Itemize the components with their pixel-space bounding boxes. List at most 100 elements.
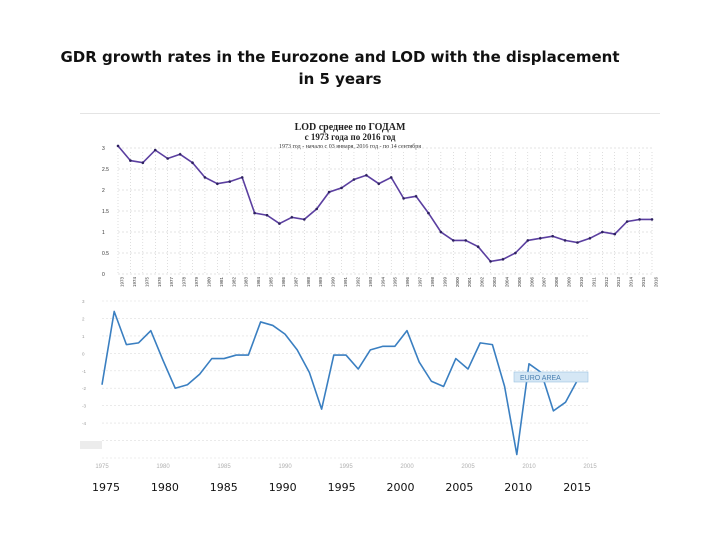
gdp-x-tick-label: 2015 bbox=[583, 464, 597, 470]
lod-y-tick-label: 3 bbox=[102, 146, 105, 152]
lod-x-tick-label: 2010 bbox=[579, 276, 584, 287]
bottom-year-label: 1990 bbox=[268, 481, 297, 494]
lod-x-tick-label: 1987 bbox=[293, 276, 298, 287]
gdp-series bbox=[101, 310, 579, 456]
lod-x-axis: 1973 1974 1975 1976 1977 1978 1979 1980 1981 1982… bbox=[120, 276, 659, 287]
lod-chart-subtitle-1: с 1973 года по 2016 год bbox=[305, 132, 396, 142]
lod-x-tick-label: 1995 bbox=[393, 276, 398, 287]
lod-y-tick-label: 2.5 bbox=[102, 167, 109, 173]
lod-x-tick-label: 1999 bbox=[442, 276, 447, 287]
lod-series bbox=[116, 144, 654, 263]
lod-data-point bbox=[377, 182, 381, 185]
bottom-year-label: 1995 bbox=[327, 481, 356, 494]
lod-data-point bbox=[514, 251, 517, 255]
lod-data-point bbox=[141, 161, 145, 164]
lod-x-tick-label: 1991 bbox=[343, 276, 348, 287]
lod-x-tick-label: 1993 bbox=[368, 276, 373, 287]
lod-x-tick-label: 1980 bbox=[206, 276, 211, 287]
lod-data-point bbox=[278, 222, 281, 225]
lod-data-point bbox=[452, 239, 455, 242]
lod-x-tick-label: 1984 bbox=[256, 276, 261, 287]
gdp-y-tick-label: -4 bbox=[82, 421, 86, 426]
lod-x-tick-label: 1981 bbox=[219, 276, 224, 287]
lod-data-point bbox=[302, 218, 306, 221]
gdp-y-tick-label: 0 bbox=[82, 351, 85, 356]
lod-data-point bbox=[613, 232, 617, 236]
lod-x-tick-label: 1992 bbox=[355, 276, 360, 287]
gdp-y-tick-label: -2 bbox=[82, 386, 86, 391]
lod-x-tick-label: 1975 bbox=[144, 276, 149, 287]
lod-data-point bbox=[526, 239, 530, 242]
lod-chart-title: LOD среднее по ГОДАМ bbox=[295, 122, 406, 133]
gdp-legend: EURO AREA bbox=[513, 371, 589, 383]
lod-data-point bbox=[439, 230, 443, 234]
lod-y-tick-label: 0 bbox=[102, 272, 105, 278]
lod-data-point bbox=[576, 241, 579, 244]
lod-grid bbox=[117, 147, 653, 275]
lod-data-point bbox=[216, 182, 219, 185]
lod-data-point bbox=[290, 216, 294, 219]
lod-x-tick-label: 2002 bbox=[480, 276, 485, 287]
gdp-y-tick-label: 1 bbox=[82, 334, 85, 339]
lod-data-point bbox=[650, 218, 654, 221]
bottom-year-label: 2005 bbox=[445, 481, 474, 494]
lod-data-point bbox=[265, 213, 269, 217]
gdp-x-tick-label: 1975 bbox=[95, 464, 109, 470]
bottom-year-label: 1980 bbox=[150, 481, 179, 494]
lod-data-point bbox=[340, 186, 343, 190]
lod-x-tick-label: 2012 bbox=[604, 276, 609, 287]
lod-chart-subtitle-2: 1973 год - начало с 03 января, 2016 год … bbox=[279, 143, 421, 150]
lod-data-point bbox=[240, 176, 244, 179]
lod-x-tick-label: 1998 bbox=[430, 276, 435, 287]
gdp-grid bbox=[102, 300, 590, 459]
lod-data-point bbox=[228, 180, 232, 183]
lod-data-point bbox=[588, 237, 592, 240]
bottom-year-label: 1975 bbox=[92, 481, 120, 494]
lod-x-tick-label: 1997 bbox=[418, 276, 423, 287]
slide-title-line-2: in 5 years bbox=[298, 70, 382, 88]
lod-x-tick-label: 2011 bbox=[591, 277, 596, 287]
gdp-x-tick-label: 2005 bbox=[461, 464, 475, 470]
lod-data-point bbox=[464, 239, 468, 242]
lod-data-point bbox=[476, 245, 480, 248]
lod-data-point bbox=[551, 234, 554, 238]
lod-data-point bbox=[153, 148, 157, 152]
gdp-axis-stub bbox=[80, 441, 102, 449]
lod-chart-panel: LOD среднее по ГОДАМ с 1973 года по 2016… bbox=[80, 113, 660, 291]
lod-data-point bbox=[352, 178, 356, 181]
slide-title-line-1: GDR growth rates in the Eurozone and LOD… bbox=[60, 48, 620, 66]
gdp-series-line bbox=[101, 310, 579, 456]
lod-y-tick-label: 1 bbox=[102, 230, 105, 236]
lod-data-point bbox=[166, 157, 169, 160]
lod-y-tick-label: 0.5 bbox=[102, 251, 109, 257]
lod-data-point bbox=[389, 176, 393, 179]
lod-y-axis: 0 0.5 1 1.5 2 2.5 3 bbox=[102, 146, 109, 278]
lod-x-tick-label: 2003 bbox=[492, 276, 497, 287]
lod-data-point bbox=[129, 159, 132, 162]
lod-y-tick-label: 1.5 bbox=[102, 209, 109, 215]
lod-data-point bbox=[601, 230, 604, 234]
gdp-y-tick-label: 2 bbox=[82, 316, 85, 321]
gdp-y-tick-label: 3 bbox=[82, 299, 85, 304]
lod-x-tick-label: 2013 bbox=[616, 276, 621, 287]
gdp-x-axis: 1975 1980 1985 1990 1995 2000 2005 2010 2015 bbox=[95, 464, 597, 470]
lod-data-point bbox=[191, 161, 194, 164]
gdp-x-tick-label: 2010 bbox=[522, 464, 536, 470]
lod-x-tick-label: 2008 bbox=[554, 276, 559, 287]
lod-data-point bbox=[538, 237, 542, 240]
lod-x-tick-label: 1985 bbox=[269, 276, 274, 287]
gdp-x-tick-label: 1985 bbox=[217, 464, 231, 470]
gdp-y-tick-label: -3 bbox=[82, 404, 86, 409]
lod-x-tick-label: 1988 bbox=[306, 276, 311, 287]
lod-x-tick-label: 1979 bbox=[194, 276, 199, 287]
lod-x-tick-label: 2006 bbox=[529, 276, 534, 287]
gdp-x-tick-label: 1990 bbox=[278, 464, 292, 470]
gdp-x-tick-label: 1995 bbox=[339, 464, 353, 470]
lod-data-point bbox=[178, 153, 182, 156]
gdp-legend-label: EURO AREA bbox=[520, 375, 561, 382]
lod-chart: LOD среднее по ГОДАМ с 1973 года по 2016… bbox=[102, 122, 659, 287]
lod-x-tick-label: 2007 bbox=[542, 276, 547, 287]
gdp-chart: 3 2 1 0 -1 -2 -3 -4 1975 1980 1985 1990 1995 2000 200… bbox=[80, 299, 597, 470]
lod-x-tick-label: 2004 bbox=[504, 276, 509, 287]
lod-x-tick-label: 1983 bbox=[244, 276, 249, 287]
